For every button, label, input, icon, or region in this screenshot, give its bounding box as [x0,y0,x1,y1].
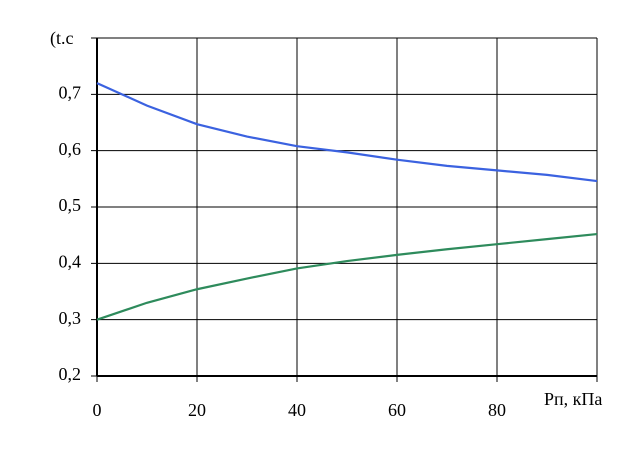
x-axis-label: Рп, кПа [544,389,602,409]
x-tick-label: 20 [188,400,206,420]
y-tick-label: 0,6 [59,139,82,159]
y-tick-label: 0,7 [59,82,82,102]
data-line [96,82,598,183]
y-tick-label: 0,2 [59,364,82,384]
y-tick-label: 0,4 [59,251,82,271]
y-tick-label: 0,3 [59,308,82,328]
x-tick-label: 40 [288,400,306,420]
y-axis-label: (t.c [50,28,73,49]
data-line [96,232,598,321]
y-tick-label: 0,5 [59,195,82,215]
x-tick-label: 60 [388,400,406,420]
x-tick-label: 0 [93,400,102,420]
x-tick-label: 80 [488,400,506,420]
